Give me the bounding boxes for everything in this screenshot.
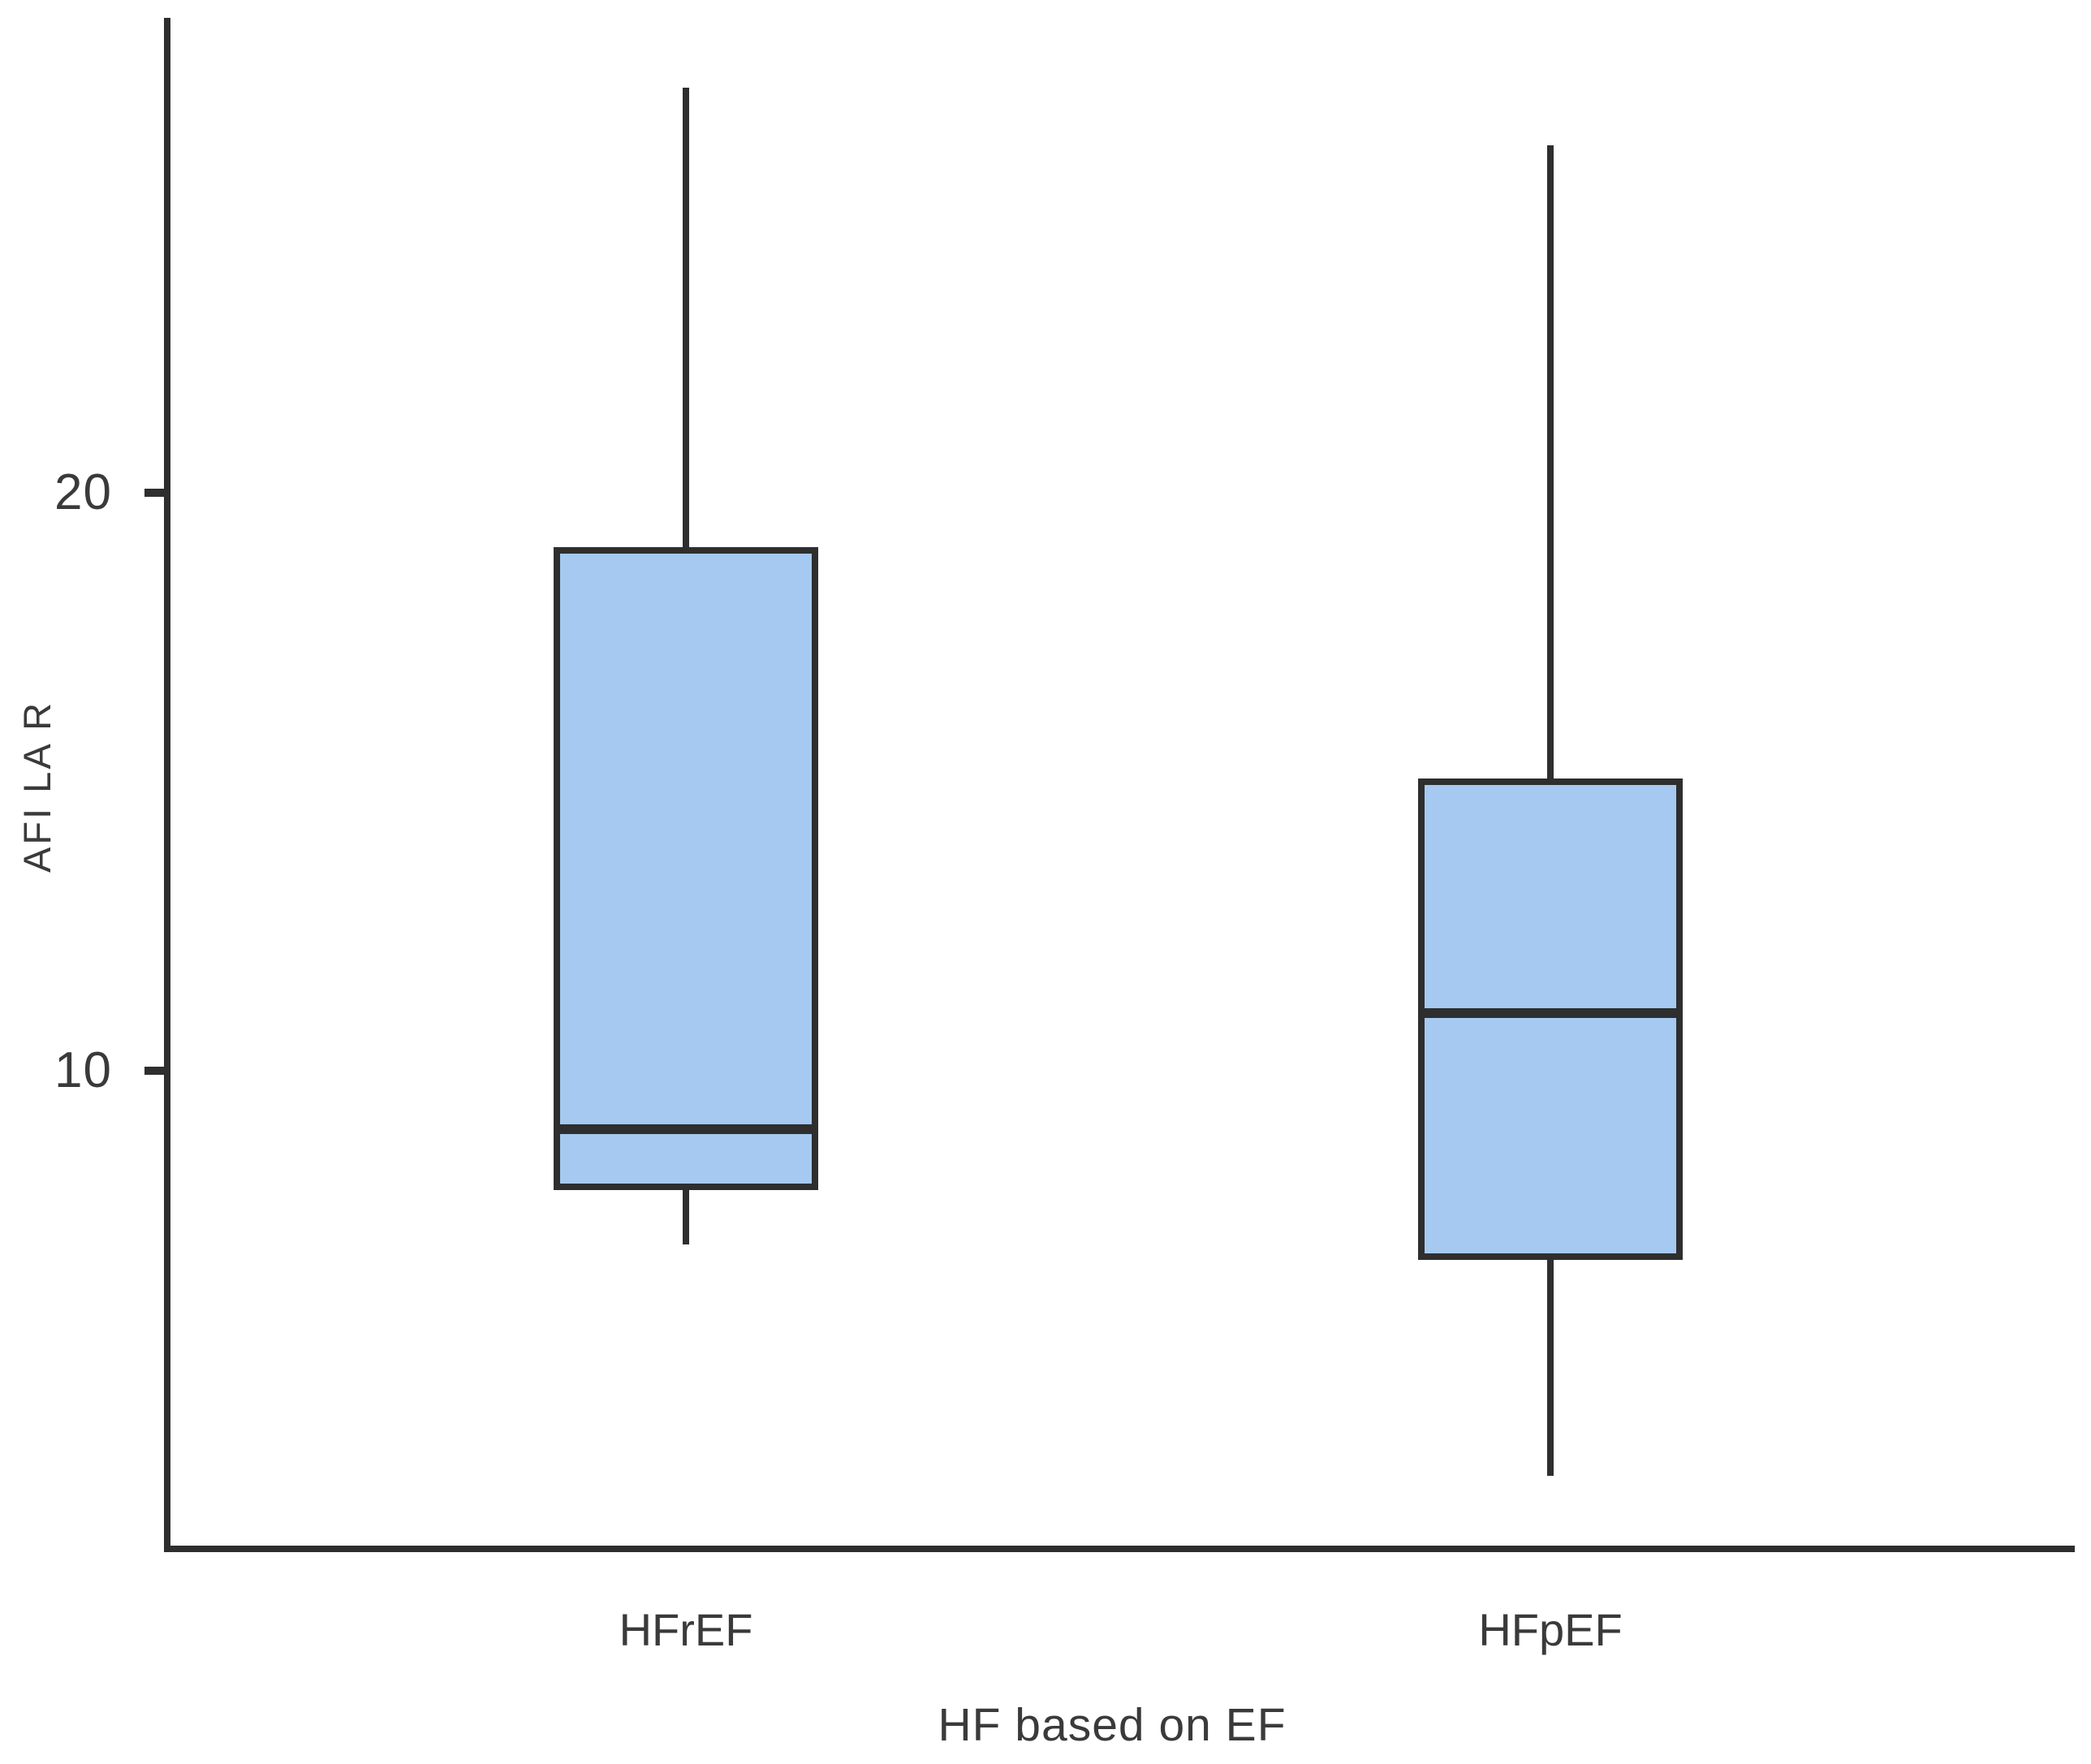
y-tick-label: 20 <box>54 464 112 520</box>
x-axis-title: HF based on EF <box>938 1699 1287 1751</box>
box-hfpef <box>1418 778 1683 1260</box>
median-line <box>1425 1008 1676 1019</box>
x-axis-line <box>164 1546 2075 1552</box>
median-line <box>560 1124 812 1134</box>
y-tick-label: 10 <box>54 1042 112 1099</box>
x-category-label: HFrEF <box>619 1604 753 1655</box>
x-category-label: HFpEF <box>1478 1604 1623 1655</box>
y-tick <box>144 488 164 497</box>
y-tick <box>144 1067 164 1076</box>
y-axis-spine <box>164 18 170 1552</box>
y-axis-title: AFI LA R <box>15 700 58 873</box>
box-hfref <box>554 546 818 1190</box>
